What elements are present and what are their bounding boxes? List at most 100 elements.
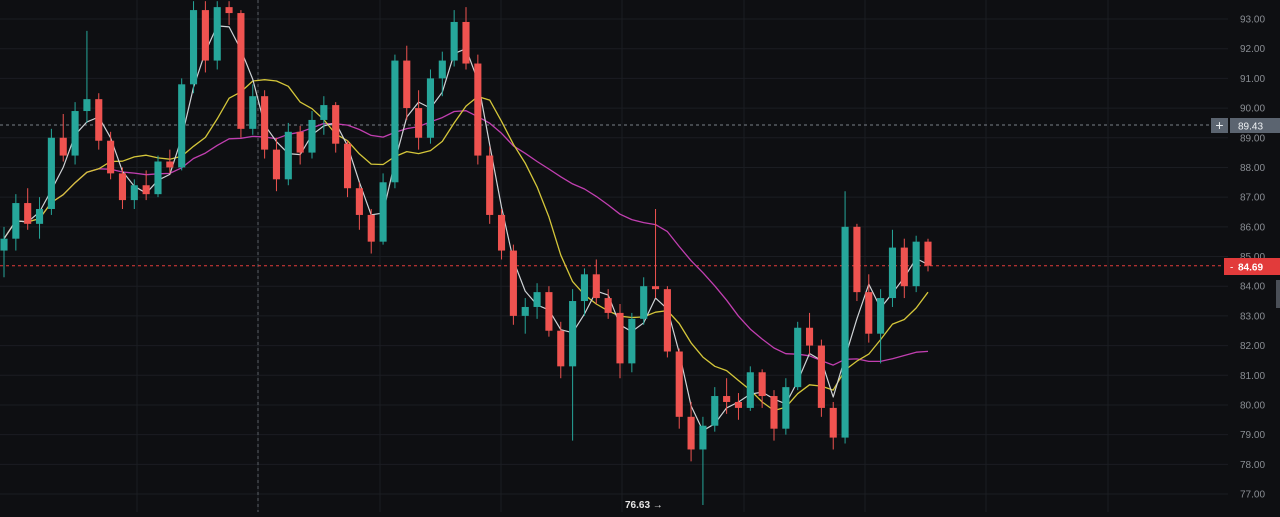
- bullish-candle: [71, 111, 79, 156]
- bullish-candle: [580, 274, 589, 302]
- bearish-candle: [592, 274, 600, 299]
- price-axis-tick-label: 83.00: [1240, 311, 1265, 322]
- price-axis[interactable]: 93.00 92.00 91.00 90.00 89.00 88.00 87.00 86.00…: [1228, 0, 1280, 512]
- bearish-candle: [415, 108, 423, 138]
- bearish-candle: [509, 250, 517, 316]
- grid-lines: [0, 0, 1228, 512]
- bullish-candle: [426, 78, 435, 138]
- bearish-candle: [118, 173, 127, 201]
- price-axis-tick-label: 77.00: [1240, 490, 1265, 501]
- bearish-candle: [166, 161, 174, 168]
- bearish-candle: [829, 407, 837, 438]
- price-axis-tick-label: 90.00: [1240, 104, 1265, 115]
- bearish-candle: [497, 214, 506, 251]
- candlestick-series: [0, 1, 932, 505]
- bullish-candle: [130, 185, 138, 201]
- last-price-arrow: -: [1230, 263, 1233, 274]
- bullish-candle: [711, 396, 719, 426]
- bearish-candle: [758, 372, 766, 397]
- bullish-candle: [83, 99, 91, 112]
- crosshair-price-label: 89.43: [1238, 122, 1263, 133]
- bearish-candle: [355, 188, 363, 215]
- bearish-candle: [367, 214, 375, 242]
- plus-icon[interactable]: +: [1215, 117, 1223, 133]
- last-price-badge: [1224, 258, 1280, 275]
- bearish-candle: [332, 105, 340, 144]
- bullish-candle: [533, 292, 541, 307]
- crosshair-price-badge: [1230, 118, 1280, 133]
- bearish-candle: [663, 289, 671, 352]
- price-axis-tick-label: 81.00: [1240, 371, 1265, 382]
- bullish-candle: [438, 60, 446, 79]
- price-axis-tick-label: 92.00: [1240, 44, 1265, 55]
- bearish-candle: [462, 21, 470, 64]
- bullish-candle: [888, 247, 897, 299]
- bearish-candle: [734, 401, 743, 408]
- bullish-candle: [521, 306, 529, 316]
- bearish-candle: [805, 327, 814, 346]
- bearish-candle: [557, 330, 565, 367]
- bullish-candle: [178, 84, 186, 168]
- bullish-candle: [628, 318, 636, 364]
- bearish-candle: [723, 396, 731, 402]
- bearish-candle: [687, 416, 695, 450]
- bullish-candle: [391, 60, 399, 183]
- bullish-candle: [640, 286, 648, 319]
- bullish-candle: [794, 327, 802, 388]
- price-badges: + 89.43 - 84.69 76.63 →: [625, 117, 1280, 511]
- bullish-candle: [284, 131, 292, 180]
- axis-scroll-handle: [1276, 280, 1280, 308]
- bearish-candle: [604, 298, 612, 313]
- bullish-candle: [249, 96, 257, 129]
- bullish-candle: [912, 241, 920, 287]
- price-axis-tick-label: 80.00: [1240, 400, 1265, 411]
- bullish-candle: [213, 7, 221, 61]
- bearish-candle: [403, 60, 411, 109]
- bullish-candle: [569, 301, 577, 367]
- bullish-candle: [746, 372, 754, 408]
- price-axis-tick-label: 93.00: [1240, 15, 1265, 26]
- price-axis-tick-label: 89.00: [1240, 133, 1265, 144]
- price-axis-tick-label: 87.00: [1240, 193, 1265, 204]
- bullish-candle: [782, 387, 790, 429]
- bullish-candle: [877, 298, 885, 334]
- price-axis-tick-label: 84.00: [1240, 282, 1265, 293]
- bullish-candle: [189, 10, 198, 85]
- bearish-candle: [296, 131, 304, 153]
- bullish-candle: [320, 105, 328, 120]
- bullish-candle: [450, 21, 458, 61]
- price-axis-tick-label: 82.00: [1240, 341, 1265, 352]
- price-axis-tick-label: 79.00: [1240, 430, 1265, 441]
- bearish-candle: [817, 345, 825, 408]
- bearish-candle: [201, 10, 209, 61]
- bullish-candle: [35, 209, 44, 224]
- bearish-candle: [343, 143, 352, 189]
- bearish-candle: [237, 13, 245, 129]
- bearish-candle: [142, 185, 150, 195]
- crosshair-add-button[interactable]: [1211, 118, 1228, 133]
- bearish-candle: [24, 203, 32, 224]
- price-axis-tick-label: 88.00: [1240, 163, 1265, 174]
- bearish-candle: [651, 286, 660, 290]
- bearish-candle: [474, 63, 482, 156]
- bearish-candle: [853, 226, 861, 293]
- bullish-candle: [699, 425, 707, 450]
- bullish-candle: [379, 182, 387, 242]
- bearish-candle: [107, 140, 115, 174]
- bearish-candle: [486, 155, 494, 215]
- bearish-candle: [545, 292, 553, 331]
- bullish-candle: [308, 119, 316, 153]
- bearish-candle: [261, 96, 269, 150]
- bearish-candle: [900, 247, 908, 287]
- bullish-candle: [841, 226, 849, 438]
- bullish-candle: [47, 137, 55, 209]
- bearish-candle: [59, 137, 67, 156]
- low-price-marker: 76.63 →: [625, 500, 663, 511]
- price-axis-tick-label: 91.00: [1240, 74, 1265, 85]
- price-axis-tick-label: 78.00: [1240, 460, 1265, 471]
- bullish-candle: [0, 238, 8, 251]
- bearish-candle: [865, 292, 873, 334]
- bearish-candle: [95, 99, 103, 141]
